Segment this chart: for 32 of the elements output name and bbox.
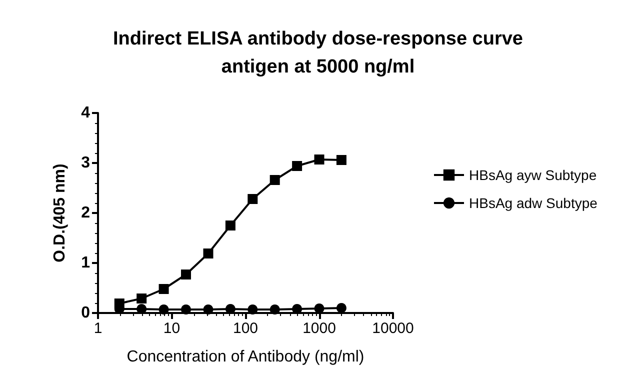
point bbox=[248, 194, 258, 204]
point bbox=[270, 304, 280, 314]
point bbox=[336, 303, 346, 313]
x-tick-label: 100 bbox=[232, 320, 258, 337]
point bbox=[180, 270, 191, 280]
point bbox=[158, 304, 169, 314]
point bbox=[225, 220, 236, 230]
y-axis-title: O.D.(405 nm) bbox=[52, 164, 68, 262]
point bbox=[158, 284, 169, 294]
point bbox=[136, 294, 147, 304]
point bbox=[314, 154, 324, 164]
point bbox=[270, 175, 280, 185]
point bbox=[203, 248, 214, 258]
point bbox=[203, 304, 214, 314]
point bbox=[248, 304, 258, 314]
y-tick-label: 1 bbox=[81, 254, 90, 272]
y-tick-label: 4 bbox=[81, 104, 90, 122]
x-tick-label: 10000 bbox=[372, 320, 414, 337]
point bbox=[292, 161, 302, 171]
legend-label: HBsAg ayw Subtype bbox=[469, 167, 597, 183]
chart-title: Indirect ELISA antibody dose-response curve antigen at 5000 ng/ml bbox=[112, 28, 524, 78]
x-tick-label: 10 bbox=[163, 320, 180, 337]
y-tick-label: 3 bbox=[81, 154, 90, 172]
legend-label: HBsAg adw Subtype bbox=[469, 195, 598, 211]
point bbox=[181, 304, 191, 314]
y-tick-label: 2 bbox=[81, 204, 90, 222]
y-tick-label: 0 bbox=[81, 304, 90, 322]
x-axis-title: Concentration of Antibody (ng/ml) bbox=[126, 348, 364, 366]
point bbox=[336, 155, 346, 165]
x-tick-label: 1000 bbox=[302, 320, 336, 337]
x-tick-label: 1 bbox=[94, 320, 102, 337]
point bbox=[314, 304, 324, 314]
